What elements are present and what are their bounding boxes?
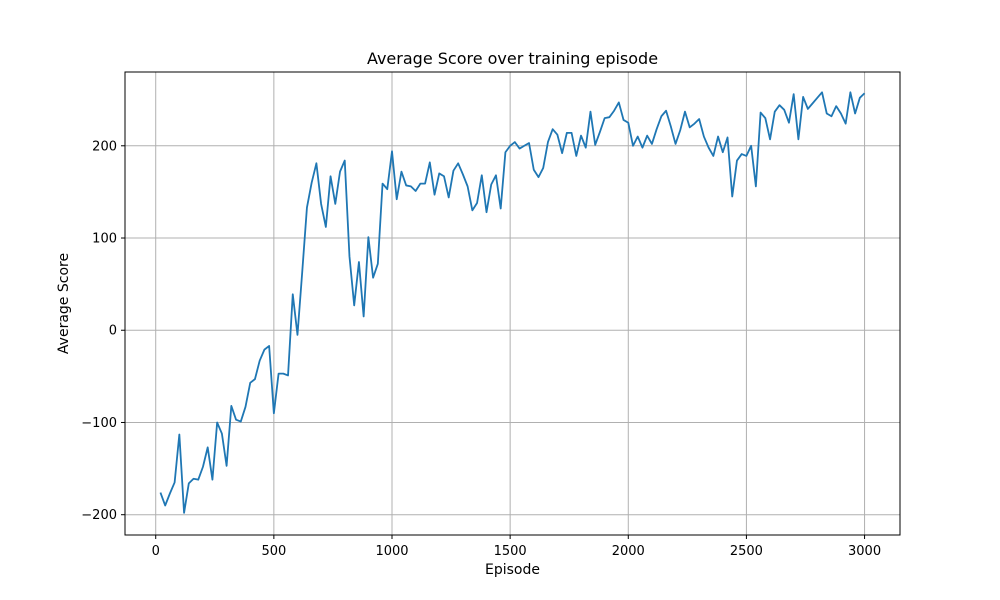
series-layer (159, 91, 866, 514)
x-tick-label: 1000 (375, 544, 408, 559)
grid-lines (125, 72, 900, 535)
x-tick-label: 0 (152, 544, 160, 559)
ticks: 0 500 1000 1500 2000 2500 3000 −200 −100 0 100 200 (81, 139, 881, 559)
y-tick-label: −200 (81, 508, 117, 523)
series-line (159, 91, 866, 514)
y-tick-label: 0 (109, 324, 117, 339)
chart-title: Average Score over training episode (367, 49, 658, 68)
axes-frame (124, 71, 901, 536)
y-tick-label: 100 (92, 232, 117, 247)
x-tick-label: 2500 (730, 544, 763, 559)
x-tick-label: 2000 (612, 544, 645, 559)
y-tick-label: 200 (92, 139, 117, 154)
y-axis-label: Average Score (56, 253, 72, 354)
x-tick-label: 3000 (848, 544, 881, 559)
x-tick-label: 1500 (494, 544, 527, 559)
x-tick-label: 500 (261, 544, 286, 559)
x-axis-label: Episode (485, 562, 540, 578)
y-tick-label: −100 (81, 416, 117, 431)
